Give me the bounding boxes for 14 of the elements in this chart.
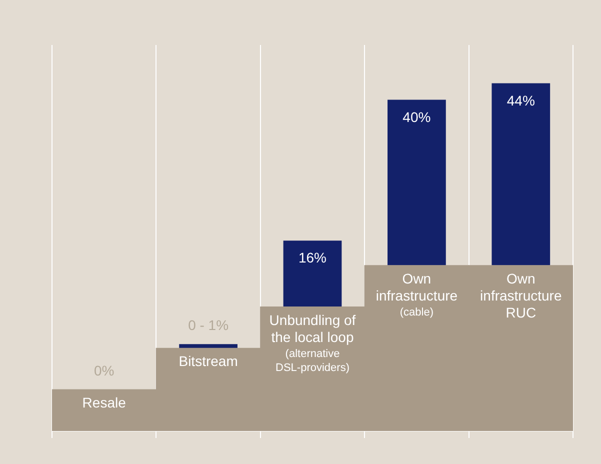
x-tick-label: Resale	[82, 394, 126, 411]
bar	[283, 240, 342, 307]
x-tick-label: Own infrastructure (cable)	[376, 270, 458, 318]
bar	[492, 83, 550, 266]
x-tick-label: Unbundling of the local loop (alternative DSL-providers)	[269, 312, 356, 374]
data-label: 44%	[506, 92, 535, 108]
data-label: 16%	[298, 250, 327, 266]
bar	[179, 344, 238, 348]
bar	[388, 100, 446, 266]
data-label: 0%	[94, 362, 114, 379]
x-tick-label: Own infrastructure RUC	[480, 270, 562, 320]
data-label: 40%	[402, 108, 431, 125]
annotation: 0 - 1%	[188, 317, 229, 334]
x-tick-label: Bitstream	[178, 353, 238, 370]
